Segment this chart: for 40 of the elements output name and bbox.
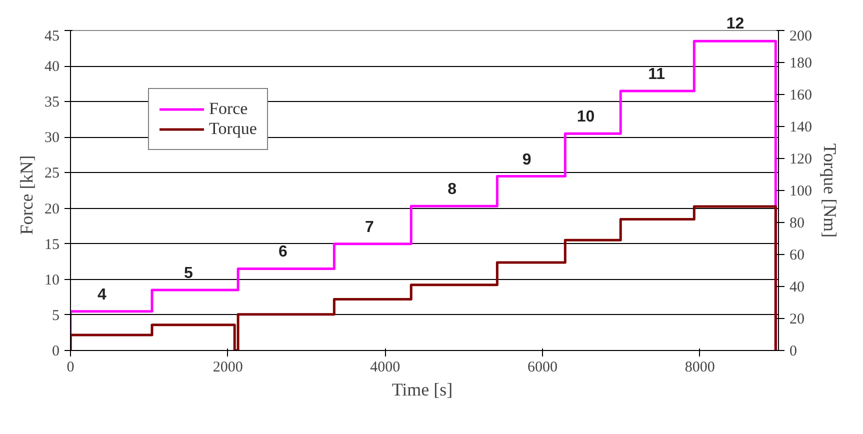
y2-tick-label: 80 xyxy=(790,216,804,232)
y2-tick-label: 60 xyxy=(790,248,804,264)
y-tick-label: 20 xyxy=(44,201,60,218)
annotation: 4 xyxy=(98,286,107,304)
y-tick-label: 45 xyxy=(44,28,60,44)
y2-tick-label: 100 xyxy=(790,184,812,200)
annotation: 8 xyxy=(448,181,457,198)
x-axis-title: Time [s] xyxy=(392,380,453,400)
y-tick-label: 35 xyxy=(44,94,60,111)
annotation: 12 xyxy=(726,16,744,32)
y-tick-label: 0 xyxy=(52,344,60,360)
y2-tick-label: 140 xyxy=(790,120,812,136)
y2-tick-label: 200 xyxy=(790,28,812,44)
y2-tick-label: 20 xyxy=(790,312,804,328)
x-tick-label: 8000 xyxy=(684,360,715,376)
x-tick-label: 6000 xyxy=(528,360,558,376)
y-tick-label: 5 xyxy=(52,308,60,324)
y2-tick-label: 40 xyxy=(790,280,804,296)
y-axis-title: Force [kN] xyxy=(16,155,36,235)
annotation: 10 xyxy=(576,108,595,126)
y-tick-label: 40 xyxy=(44,59,60,76)
y2-tick-label: 120 xyxy=(790,152,812,168)
legend-label: Torque xyxy=(209,119,257,139)
x-tick-label: 4000 xyxy=(370,360,400,376)
y2-axis-title: Torque [Nm] xyxy=(820,143,840,238)
y2-tick-label: 0 xyxy=(790,344,797,360)
annotation: 7 xyxy=(364,218,374,236)
annotation: 9 xyxy=(522,151,532,168)
annotation: 6 xyxy=(278,244,288,261)
y-tick-label: 25 xyxy=(44,166,60,182)
y-tick-label: 10 xyxy=(44,272,60,288)
x-tick-label: 0 xyxy=(66,360,74,376)
y2-tick-label: 180 xyxy=(790,56,812,72)
annotation: 11 xyxy=(648,66,666,83)
legend-label: Force xyxy=(209,99,248,119)
y-tick-label: 15 xyxy=(44,236,60,253)
x-tick-label: 2000 xyxy=(212,360,243,376)
y2-tick-label: 160 xyxy=(790,88,812,104)
annotation: 5 xyxy=(184,265,194,282)
y-tick-label: 30 xyxy=(44,130,60,146)
